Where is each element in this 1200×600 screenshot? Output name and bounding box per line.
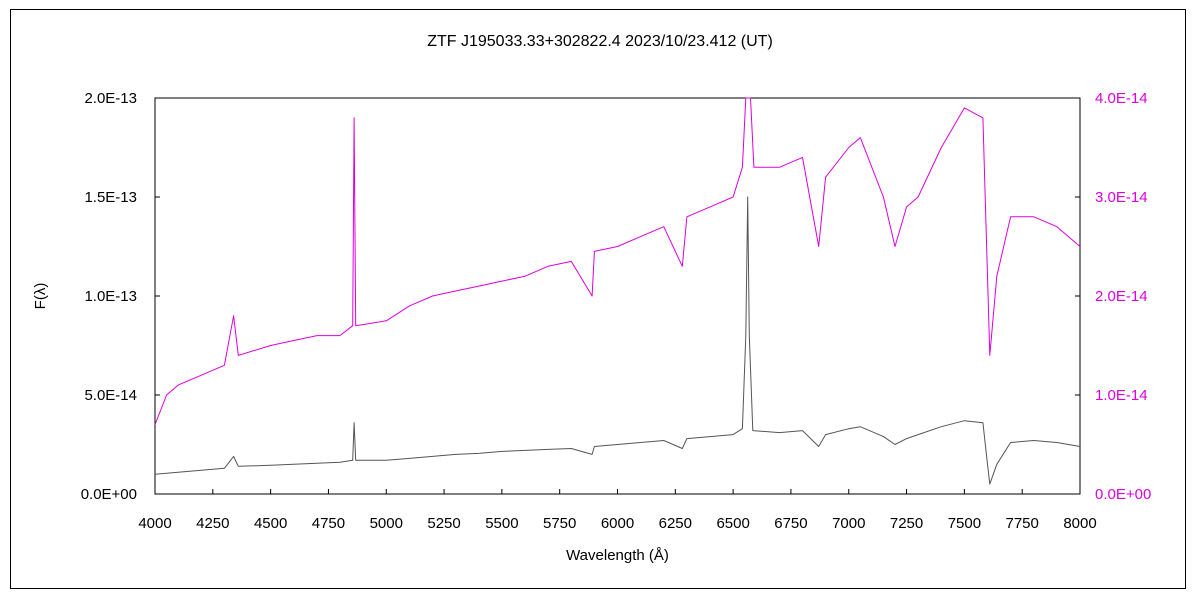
x-tick-label: 5250: [427, 515, 460, 532]
x-tick-label: 7000: [832, 515, 865, 532]
x-tick-label: 7250: [890, 515, 923, 532]
x-tick-label: 7750: [1006, 515, 1039, 532]
right-y-tick-label: 2.0E-14: [1095, 288, 1148, 305]
right-y-tick-label: 0.0E+00: [1095, 486, 1151, 503]
right-y-tick-label: 1.0E-14: [1095, 387, 1148, 404]
right-y-tick-label: 4.0E-14: [1095, 90, 1148, 107]
x-tick-label: 4000: [138, 515, 171, 532]
right-y-tick-label: 3.0E-14: [1095, 189, 1148, 206]
x-tick-label: 7500: [948, 515, 981, 532]
left-y-tick-label: 2.0E-13: [84, 90, 137, 107]
x-tick-label: 6500: [716, 515, 749, 532]
x-tick-label: 4250: [196, 515, 229, 532]
x-tick-label: 5750: [543, 515, 576, 532]
series-layer: [154, 97, 1081, 485]
spectrum-line-left-axis: [154, 196, 1081, 485]
x-tick-label: 4500: [254, 515, 287, 532]
x-axis-label: Wavelength (Å): [566, 547, 669, 564]
left-y-tick-label: 5.0E-14: [84, 387, 137, 404]
plot-area: [154, 97, 1081, 495]
x-tick-label: 5500: [485, 515, 518, 532]
spectrum-line-right-axis: [154, 97, 1081, 425]
x-tick-label: 6750: [774, 515, 807, 532]
left-y-tick-label: 0.0E+00: [81, 486, 137, 503]
left-y-axis: 0.0E+00 5.0E-14 1.0E-13 1.5E-13 2.0E-13: [81, 90, 160, 503]
x-tick-label: 5000: [370, 515, 403, 532]
right-y-axis: 0.0E+00 1.0E-14 2.0E-14 3.0E-14 4.0E-14: [1075, 90, 1151, 503]
y-axis-label: F(λ): [32, 283, 49, 310]
left-y-tick-label: 1.0E-13: [84, 288, 137, 305]
x-tick-label: 6000: [601, 515, 634, 532]
x-tick-label: 6250: [659, 515, 692, 532]
chart-title: ZTF J195033.33+302822.4 2023/10/23.412 (…: [427, 33, 773, 50]
chart-frame: [10, 9, 1186, 589]
x-tick-label: 4750: [312, 515, 345, 532]
left-y-tick-label: 1.5E-13: [84, 189, 137, 206]
x-axis: 4000 4250 4500 4750 5000 5250 5500 5750 6000 6250…: [138, 489, 1097, 532]
x-tick-label: 8000: [1063, 515, 1096, 532]
